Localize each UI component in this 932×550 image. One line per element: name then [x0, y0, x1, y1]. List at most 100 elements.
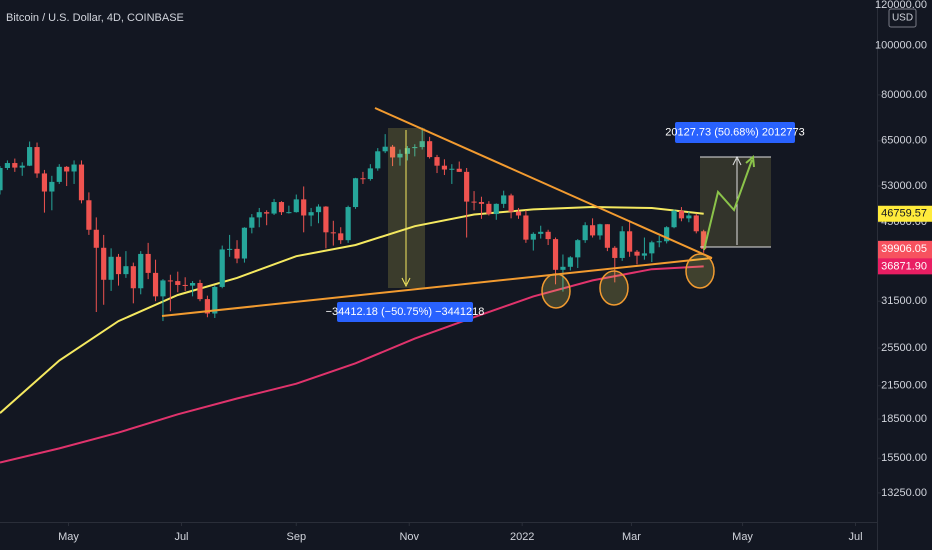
price-label: 36871.90 — [881, 260, 927, 272]
candle-body — [123, 266, 129, 275]
y-tick-label: 65000.00 — [881, 135, 927, 147]
candle-body — [323, 206, 329, 233]
y-axis: 120000.00 100000.00 80000.00 65000.00 53000.… — [875, 0, 927, 499]
measure-down-label-box — [337, 302, 473, 322]
candle-body — [308, 212, 314, 216]
y-tick-label: 18500.00 — [881, 413, 927, 425]
candle-body — [330, 232, 336, 234]
plot-area — [0, 127, 707, 464]
price-label-box — [878, 205, 932, 222]
price-label: 39906.05 — [881, 243, 927, 255]
candle-body — [286, 212, 292, 214]
currency-box — [888, 8, 917, 28]
candle-body — [441, 165, 448, 170]
candle-body — [567, 257, 573, 267]
candle-body — [419, 141, 425, 148]
arrow-head — [732, 155, 742, 166]
candle-body — [278, 202, 285, 213]
candle-body — [486, 203, 492, 215]
candle-body — [552, 239, 559, 270]
candle-body — [93, 229, 99, 248]
candle-body — [212, 286, 218, 314]
y-tick-label: 80000.00 — [881, 89, 927, 101]
candle-body — [338, 233, 344, 241]
candle-body — [234, 248, 240, 259]
candle-body — [634, 251, 640, 256]
y-tick-label: 53000.00 — [881, 180, 927, 192]
price-label: 46759.57 — [881, 208, 927, 220]
candle-body — [293, 199, 299, 213]
candle-body — [352, 178, 359, 208]
candle-body — [641, 253, 648, 256]
x-tick-label: Nov — [399, 531, 419, 543]
price-label-box — [878, 258, 932, 275]
candle-body — [449, 168, 455, 170]
y-tick-label: 21500.00 — [881, 380, 927, 392]
trendline-down — [374, 107, 713, 259]
y-tick-label: 15500.00 — [881, 452, 927, 464]
x-tick-label: Mar — [622, 531, 641, 543]
candle-body — [523, 215, 529, 240]
candle-body — [434, 157, 440, 166]
candle-body — [19, 165, 25, 168]
candle-body — [71, 164, 77, 172]
candle-body — [404, 148, 410, 154]
candle-body — [375, 151, 381, 169]
candle-body — [686, 215, 692, 219]
candle-body — [538, 231, 544, 234]
candle-body — [108, 256, 114, 280]
candle-body — [145, 253, 151, 273]
candle-body — [130, 266, 136, 289]
candle-body — [115, 256, 122, 275]
candle-body — [464, 171, 470, 202]
candle-body — [241, 227, 248, 259]
candle-body — [671, 210, 677, 228]
candle-body — [34, 147, 40, 174]
y-tick-label: 25500.00 — [881, 342, 927, 354]
candle-body — [56, 166, 62, 182]
candle-body — [78, 164, 85, 201]
moving-average — [0, 265, 704, 464]
candle-body — [397, 153, 403, 158]
candle-body — [701, 231, 707, 249]
candle-body — [649, 242, 655, 254]
candle-body — [49, 181, 55, 192]
currency: USD — [892, 13, 913, 24]
measure-up-label-box — [675, 122, 795, 143]
candle-body — [545, 231, 551, 240]
candle-body — [478, 202, 485, 204]
candle-body — [412, 147, 418, 149]
candle-body — [501, 195, 507, 204]
candle-body — [427, 141, 433, 158]
candle-body — [204, 299, 210, 314]
candle-body — [264, 212, 270, 214]
candle-body — [367, 168, 373, 180]
x-tick-label: 2022 — [510, 531, 534, 543]
candle-body — [138, 253, 144, 289]
candle-body — [619, 231, 625, 258]
candle-body — [597, 224, 603, 236]
x-axis: May Jul Sep Nov 2022 Mar May Jul — [58, 522, 863, 543]
x-tick-label: May — [58, 531, 79, 543]
candle-body — [175, 281, 181, 285]
candle-body — [589, 225, 596, 236]
measure-up-label: 20127.73 (50.68%) 2012773 — [665, 126, 804, 138]
candle-body — [493, 203, 499, 215]
projection-path — [703, 159, 753, 251]
candle-body — [360, 178, 366, 180]
candle-body — [12, 163, 18, 168]
candle-body — [345, 207, 351, 241]
candle-body — [389, 146, 396, 158]
candle-body — [64, 166, 70, 172]
highlight-circle — [599, 270, 629, 306]
candle-body — [152, 272, 159, 297]
candle-body — [4, 163, 10, 168]
x-tick-label: Jul — [174, 531, 188, 543]
highlight-circle — [685, 253, 715, 289]
candle-body — [693, 215, 699, 232]
candle-body — [256, 212, 262, 218]
candle-body — [582, 225, 588, 241]
drawings: −34412.18 (−50.75%) −3441218 20127.73 (5… — [161, 107, 805, 322]
highlight-circle — [541, 273, 571, 309]
